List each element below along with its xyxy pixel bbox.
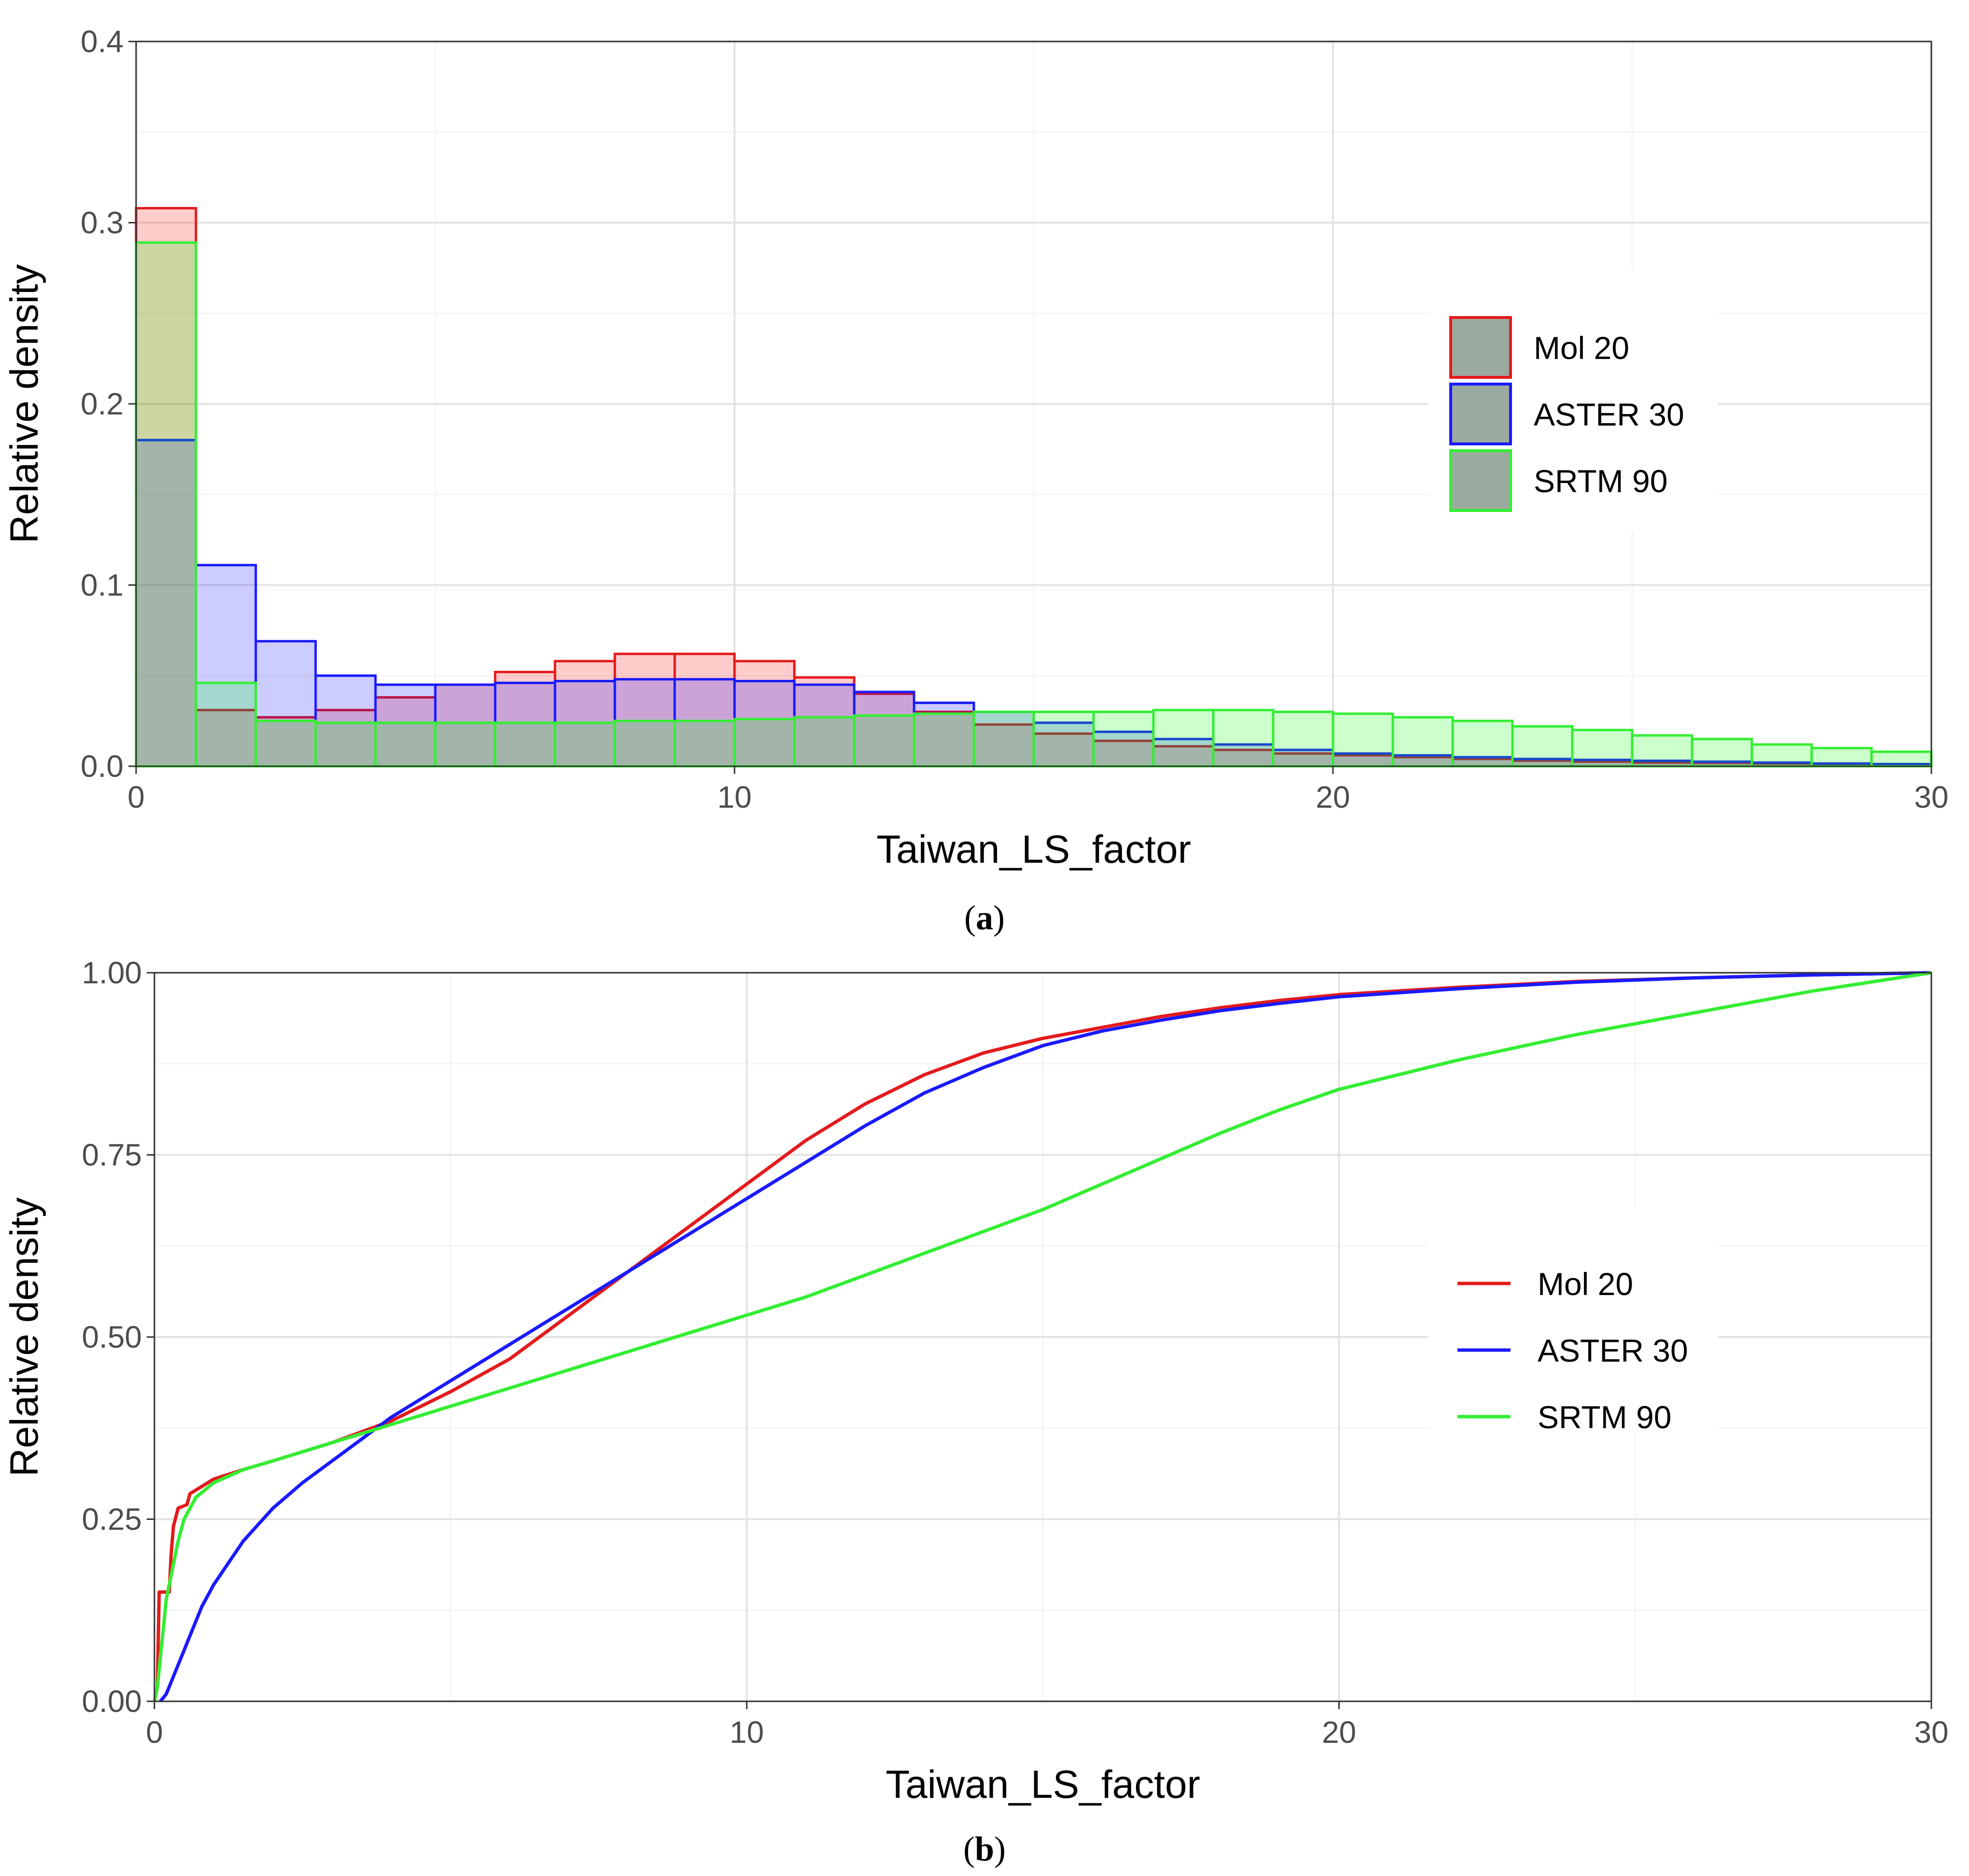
histogram-bar [853, 714, 915, 768]
y-axis-ticks: 0.0 0.1 0.2 0.3 0.4 [81, 24, 136, 784]
legend-key [1449, 383, 1512, 445]
y-tick-label: 0.75 [82, 1138, 142, 1172]
y-tick-label: 0.3 [81, 206, 124, 240]
x-tick-label: 20 [1316, 780, 1350, 814]
histogram-bar [194, 681, 257, 768]
y-axis-label: Relative density [2, 1198, 46, 1477]
histogram-bar [1451, 719, 1514, 768]
legend-key [1449, 316, 1512, 379]
y-tick-label: 0.50 [82, 1320, 142, 1354]
histogram-bar [554, 660, 616, 768]
legend-label: Mol 20 [1538, 1266, 1633, 1302]
legend-swatch-base [1451, 317, 1511, 377]
histogram-bar [1032, 710, 1095, 768]
histogram-bar [972, 710, 1035, 768]
histogram-bar [673, 678, 736, 768]
panel-caption: (a) [964, 898, 1005, 937]
histogram-bar [1272, 710, 1334, 768]
y-tick-label: 0.2 [81, 386, 124, 421]
histogram-bar [314, 674, 377, 768]
legend-swatch-border [1449, 316, 1512, 379]
x-axis-ticks: 0 10 20 30 [127, 766, 1949, 814]
x-tick-label: 10 [730, 1715, 764, 1750]
histogram-bar [314, 721, 377, 768]
x-axis-label: Taiwan_LS_factor [876, 828, 1191, 871]
legend-label: SRTM 90 [1538, 1399, 1672, 1435]
y-tick-label: 1.00 [82, 955, 142, 990]
y-tick-label: 0.1 [81, 568, 124, 603]
histogram-bar [1092, 710, 1155, 768]
histogram-bar [254, 719, 317, 768]
series-line-mol-20 [153, 971, 1932, 1702]
series-line-aster-30 [159, 971, 1932, 1703]
histogram-bar [733, 680, 796, 768]
series-line-srtm-90 [153, 971, 1932, 1702]
histogram-bar [554, 721, 616, 768]
caption-letter: b [975, 1830, 994, 1868]
histogram-bar [1571, 729, 1634, 768]
legend-label: Mol 20 [1534, 330, 1629, 366]
histogram-bar [793, 716, 856, 768]
histogram-bar [1152, 709, 1215, 768]
histogram-bar [1810, 746, 1873, 768]
legend: Mol 20 ASTER 30 SRTM 90 [1428, 1206, 1718, 1435]
series-srtm-90 [135, 241, 1933, 768]
histogram-bar [1750, 743, 1813, 768]
histogram-bar [733, 717, 796, 768]
histogram-bar [1391, 716, 1454, 768]
legend-swatch-base [1451, 451, 1511, 510]
x-axis-ticks: 0 10 20 30 [146, 1701, 1949, 1750]
y-axis-label: Relative density [2, 264, 46, 544]
series-mol-20 [135, 207, 1933, 768]
legend-background [1428, 1206, 1718, 1433]
histogram-bar [1870, 750, 1933, 768]
x-tick-label: 0 [146, 1715, 163, 1750]
y-tick-label: 0.0 [81, 749, 124, 784]
x-tick-label: 30 [1914, 1715, 1948, 1750]
legend-swatch-border [1449, 449, 1512, 512]
y-axis-ticks: 0.00 0.25 0.50 0.75 1.00 [82, 955, 154, 1719]
y-tick-label: 0.00 [82, 1684, 142, 1719]
histogram-bar [972, 710, 1035, 768]
histogram-bar [1511, 725, 1574, 768]
histogram-bar [1631, 734, 1693, 768]
histogram-bar [1212, 743, 1275, 768]
x-tick-label: 10 [717, 780, 751, 814]
histogram-bar [374, 683, 437, 768]
caption-letter: a [976, 898, 993, 937]
x-tick-label: 30 [1914, 780, 1948, 814]
x-axis-label: Taiwan_LS_factor [886, 1763, 1200, 1807]
histogram-bar [434, 721, 497, 768]
histogram-bar [673, 719, 736, 768]
histogram-bar [1691, 738, 1753, 768]
histogram-bar [913, 712, 975, 768]
y-tick-label: 0.25 [82, 1502, 142, 1537]
panel-caption: (b) [963, 1830, 1006, 1868]
series-lines [153, 971, 1932, 1703]
x-tick-label: 20 [1322, 1715, 1356, 1750]
histogram-bar [793, 676, 856, 768]
histogram-bar [314, 709, 377, 768]
legend-label: ASTER 30 [1534, 397, 1684, 432]
y-tick-label: 0.4 [81, 24, 124, 59]
histogram-bar [972, 723, 1035, 768]
histogram-bar [1331, 712, 1394, 768]
histogram-bar [374, 721, 437, 768]
legend-swatch-base [1451, 384, 1511, 444]
histogram-bar [1212, 709, 1275, 768]
legend-label: SRTM 90 [1534, 463, 1668, 499]
legend-swatch-border [1449, 383, 1512, 445]
cumulative-panel: 0 10 20 30 0.00 0.25 0.50 0.75 1.00 Taiwan_LS_f… [2, 955, 1949, 1868]
histogram-bar [613, 719, 676, 768]
legend: Mol 20 ASTER 30 SRTM 90 [1428, 270, 1718, 531]
legend-key [1449, 449, 1512, 512]
histogram-bar [494, 721, 556, 768]
histogram-panel: 0 10 20 30 0.0 0.1 0.2 0.3 0.4 Taiwan_LS_factor… [2, 24, 1949, 937]
histogram-bar [135, 241, 197, 768]
legend-label: ASTER 30 [1538, 1333, 1688, 1368]
histogram-bar [913, 710, 975, 768]
x-tick-label: 0 [127, 780, 145, 814]
